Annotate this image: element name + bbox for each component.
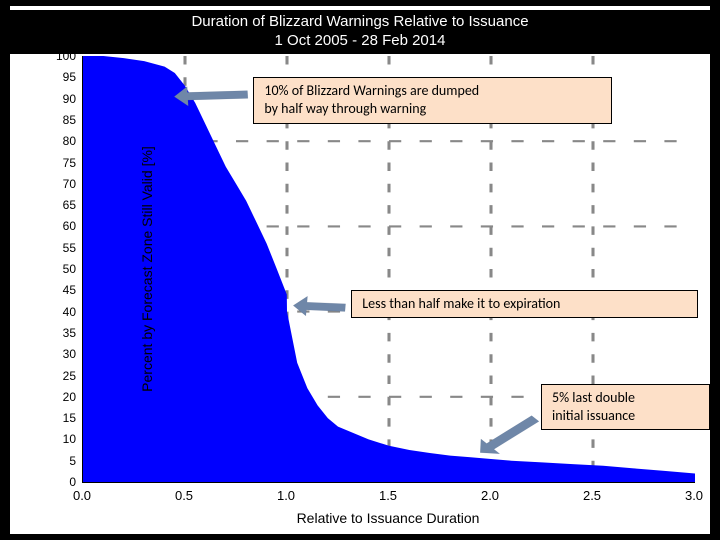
y-tick: 60 <box>63 219 82 233</box>
x-tick: 0.5 <box>175 482 193 503</box>
chart-area: 0510152025303540455055606570758085909510… <box>82 56 694 482</box>
y-tick: 65 <box>63 198 82 212</box>
y-tick: 30 <box>63 347 82 361</box>
title-line1: Duration of Blizzard Warnings Relative t… <box>10 13 710 32</box>
y-tick: 75 <box>63 156 82 170</box>
y-tick: 95 <box>63 70 82 84</box>
y-tick: 90 <box>63 92 82 106</box>
y-tick: 25 <box>63 369 82 383</box>
callout-1-line2: by half way through warning <box>264 100 426 117</box>
y-tick: 100 <box>56 49 82 63</box>
x-axis-label: Relative to Issuance Duration <box>297 510 480 526</box>
arrow-2 <box>281 297 358 316</box>
y-tick: 50 <box>63 262 82 276</box>
callout-2-text: Less than half make it to expiration <box>362 295 560 312</box>
x-tick: 0.0 <box>73 482 91 503</box>
y-tick: 10 <box>63 432 82 446</box>
chart-title: Duration of Blizzard Warnings Relative t… <box>10 10 710 54</box>
y-tick: 40 <box>63 305 82 319</box>
x-tick: 1.5 <box>379 482 397 503</box>
y-tick: 80 <box>63 134 82 148</box>
arrow-1 <box>162 86 260 105</box>
arrow-3 <box>468 410 548 461</box>
plot-background: Duration of Blizzard Warnings Relative t… <box>10 6 710 534</box>
y-tick: 35 <box>63 326 82 340</box>
y-tick: 70 <box>63 177 82 191</box>
y-tick: 55 <box>63 241 82 255</box>
y-tick: 5 <box>69 454 82 468</box>
callout-1-line1: 10% of Blizzard Warnings are dumped <box>264 82 479 99</box>
y-tick: 45 <box>63 283 82 297</box>
callout-3: 5% last double initial issuance <box>541 384 710 430</box>
y-tick: 15 <box>63 411 82 425</box>
x-tick: 2.5 <box>583 482 601 503</box>
y-tick: 20 <box>63 390 82 404</box>
slide-frame: Duration of Blizzard Warnings Relative t… <box>0 0 720 540</box>
x-tick: 2.0 <box>481 482 499 503</box>
callout-3-line2: initial issuance <box>552 407 635 424</box>
y-tick: 85 <box>63 113 82 127</box>
title-line2: 1 Oct 2005 - 28 Feb 2014 <box>10 32 710 51</box>
callout-1: 10% of Blizzard Warnings are dumped by h… <box>253 77 612 123</box>
x-tick: 3.0 <box>685 482 703 503</box>
y-axis-label: Percent by Forecast Zone Still Valid [%] <box>139 146 155 392</box>
callout-2: Less than half make it to expiration <box>351 290 697 318</box>
callout-3-line1: 5% last double <box>552 389 635 406</box>
x-tick: 1.0 <box>277 482 295 503</box>
